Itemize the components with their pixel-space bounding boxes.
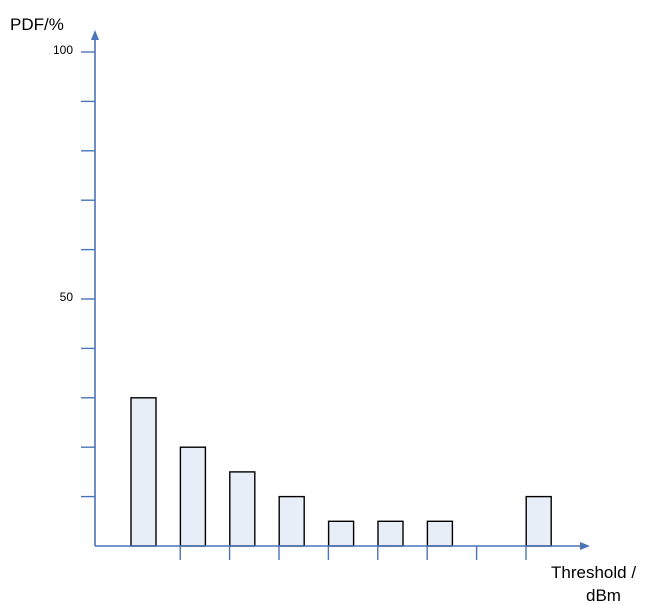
y-axis-title: PDF/%: [10, 15, 64, 34]
bar: [179, 446, 207, 547]
bar: [130, 397, 157, 547]
bar: [278, 495, 305, 547]
bar: [229, 471, 256, 547]
bars-layer: [130, 397, 552, 547]
x-axis-title-line2: dBm: [586, 586, 621, 604]
axes-layer: [91, 30, 590, 550]
y-axis-arrow: [91, 30, 99, 40]
x-axis-arrow: [580, 542, 590, 550]
y-tick-label: 50: [60, 290, 74, 304]
bar: [525, 495, 552, 547]
y-tick-label: 100: [53, 43, 73, 57]
labels-layer: PDF/% Threshold / dBm: [10, 15, 636, 604]
bar: [327, 520, 355, 547]
bar: [426, 520, 454, 547]
x-axis-title-line1: Threshold /: [551, 563, 636, 582]
ticks-layer: 50 100: [53, 43, 527, 560]
bar: [377, 520, 404, 547]
